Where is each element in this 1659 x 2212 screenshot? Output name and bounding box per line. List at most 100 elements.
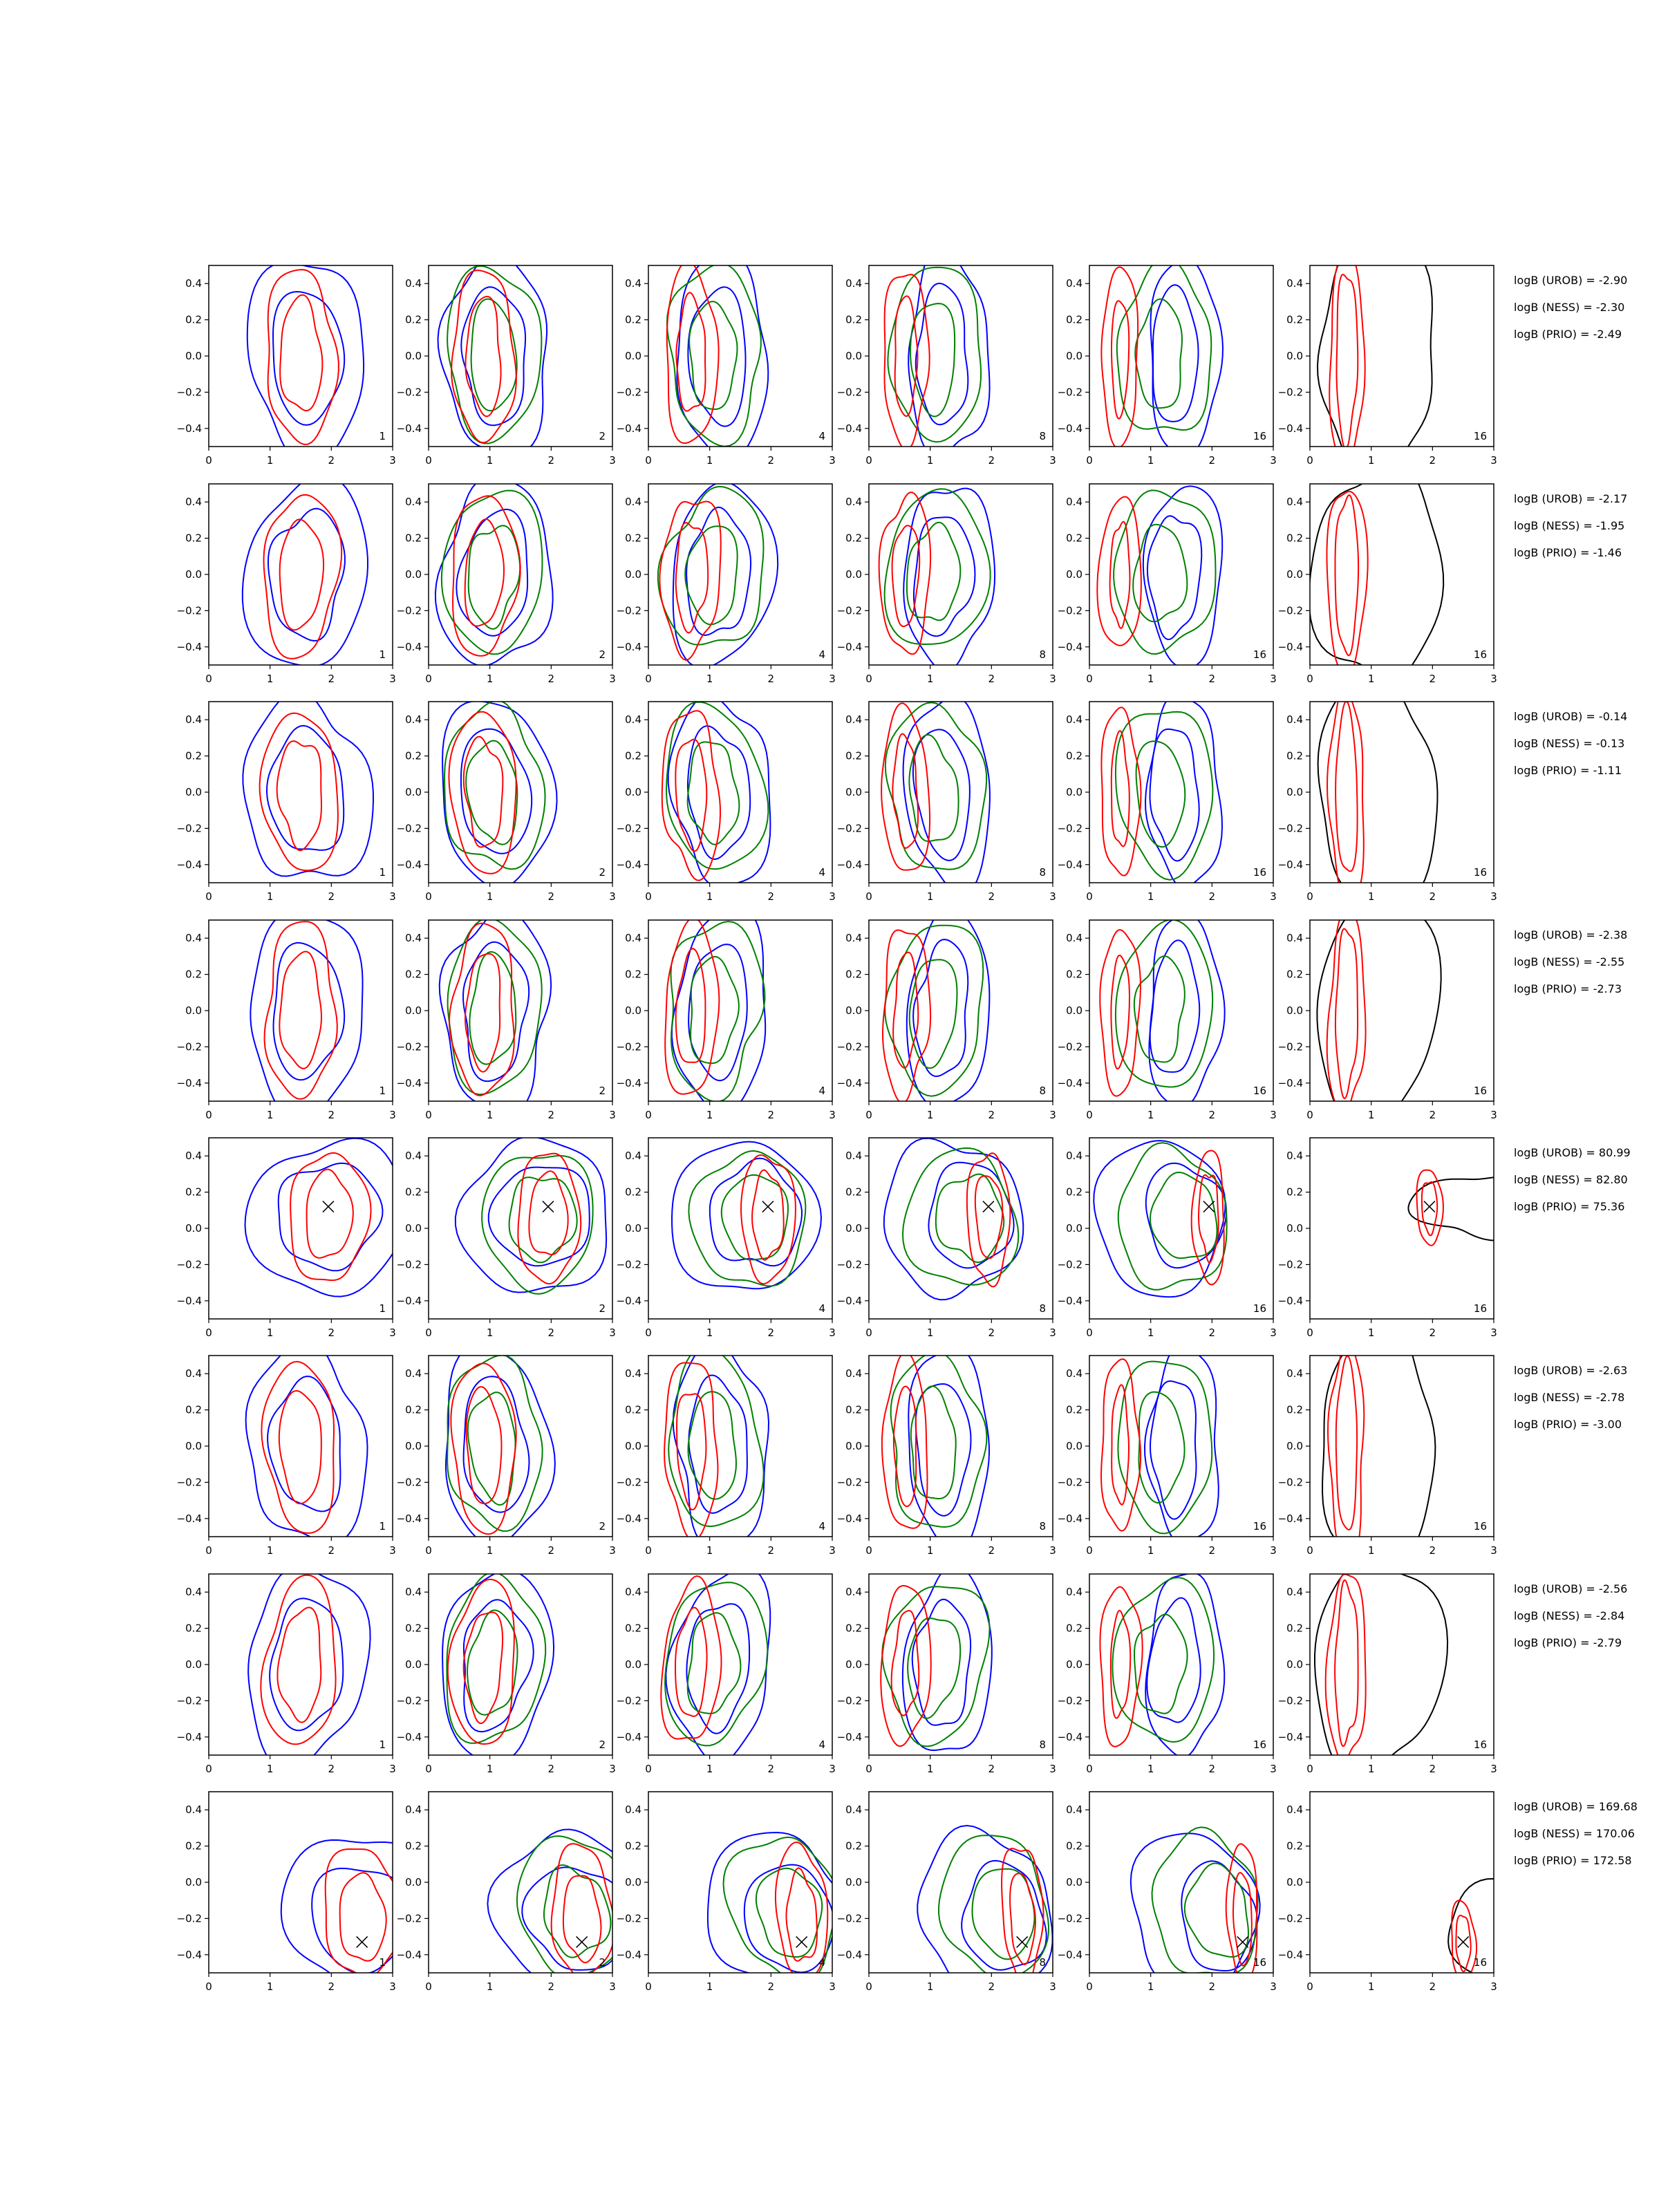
blue-contour-line: [961, 1859, 1047, 1971]
blue-contour-line: [280, 1839, 393, 1973]
y-tick-label: −0.4: [397, 422, 422, 435]
x-tick-label: 1: [267, 890, 274, 903]
red-contour-line: [1335, 1356, 1358, 1531]
x-tick-label: 0: [865, 454, 872, 467]
blue-contour-line: [1148, 920, 1226, 1101]
blue-contour-line: [244, 1138, 393, 1297]
x-tick-label: 0: [1306, 890, 1313, 903]
y-tick-label: −0.2: [1278, 1912, 1303, 1924]
blue-contour-line: [671, 920, 767, 1101]
x-tick-label: 2: [1430, 454, 1436, 467]
y-tick-label: 0.0: [1286, 1222, 1303, 1235]
blue-contour-line: [1146, 1597, 1201, 1723]
red-contour-line: [462, 735, 504, 848]
x-tick-label: 2: [548, 673, 555, 685]
blue-contour-line: [265, 724, 345, 851]
green-contour-line: [465, 740, 518, 845]
y-tick-label: 0.2: [1286, 1840, 1303, 1853]
blue-contour-line: [272, 290, 346, 426]
blue-contour-line: [246, 265, 365, 447]
y-tick-label: 0.4: [1066, 1586, 1082, 1598]
y-tick-label: 0.4: [1286, 1150, 1303, 1162]
blue-contour-line: [1145, 1162, 1228, 1269]
blue-contour-line: [915, 282, 969, 426]
x-tick-label: 0: [425, 673, 432, 685]
panel-label: 8: [1039, 866, 1046, 879]
y-tick-label: 0.4: [625, 1586, 641, 1598]
red-contour-line: [260, 1574, 337, 1745]
blue-contour-line: [460, 728, 533, 854]
green-contour-line: [1135, 740, 1186, 848]
y-tick-label: 0.0: [1066, 786, 1082, 798]
logb-stat: logB (PRIO) = -2.49: [1514, 328, 1622, 341]
subplot-r1-c4: 0 1 2 3 0.4 0.2 0.0 −0.2 −0.4 8: [837, 265, 1056, 467]
y-tick-label: −0.2: [617, 1912, 641, 1924]
y-tick-label: −0.4: [177, 1731, 202, 1743]
x-tick-label: 1: [706, 1109, 713, 1121]
y-tick-label: 0.4: [185, 496, 202, 508]
green-contour-line: [440, 489, 543, 655]
x-tick-label: 0: [1086, 673, 1093, 685]
panel-label: 1: [379, 1956, 386, 1969]
y-tick-label: 0.2: [625, 1840, 641, 1853]
contour-group: [883, 265, 991, 447]
contour-group: [1100, 702, 1224, 883]
x-tick-label: 1: [706, 1763, 713, 1775]
x-tick-label: 1: [267, 1980, 274, 1993]
x-tick-label: 3: [609, 1980, 616, 1993]
panel-label: 1: [379, 1520, 386, 1533]
y-tick-label: 0.0: [1066, 1876, 1082, 1888]
contour-group: [1447, 1877, 1494, 1973]
x-tick-label: 2: [768, 1980, 775, 1993]
green-contour-line: [447, 920, 543, 1096]
blue-contour-line: [743, 1864, 832, 1973]
y-tick-label: 0.4: [405, 1586, 422, 1598]
y-tick-label: −0.4: [1278, 1731, 1303, 1743]
y-tick-label: 0.2: [185, 532, 202, 545]
subplot-r3-c4: 0 1 2 3 0.4 0.2 0.0 −0.2 −0.4 8: [837, 701, 1056, 903]
x-tick-label: 1: [1147, 454, 1154, 467]
blue-contour-line: [883, 1138, 1024, 1301]
contour-group: [247, 1574, 371, 1755]
subplot-r6-c5: 0 1 2 3 0.4 0.2 0.0 −0.2 −0.4 16: [1058, 1355, 1277, 1557]
blue-contour-line: [917, 1824, 1053, 1973]
x-tick-label: 2: [768, 673, 775, 685]
green-contour-line: [1117, 1142, 1228, 1291]
green-contour-line: [481, 1154, 594, 1295]
x-tick-label: 1: [706, 1544, 713, 1557]
y-tick-label: 0.0: [1286, 1658, 1303, 1671]
y-tick-label: 0.0: [845, 1876, 862, 1888]
contour-group: [442, 702, 558, 883]
blue-contour-line: [912, 939, 969, 1078]
green-contour-line: [907, 1617, 962, 1719]
x-tick-label: 0: [645, 1327, 652, 1339]
x-tick-label: 1: [927, 1109, 934, 1121]
y-tick-label: 0.4: [185, 277, 202, 290]
truth-marker: [1423, 1201, 1436, 1213]
subplot-r6-c4: 0 1 2 3 0.4 0.2 0.0 −0.2 −0.4 8: [837, 1355, 1056, 1557]
x-tick-label: 3: [1049, 1327, 1056, 1339]
red-contour-line: [290, 1152, 372, 1282]
green-contour-line: [881, 1586, 991, 1747]
subplot-r8-c4: 0 1 2 3 0.4 0.2 0.0 −0.2 −0.4 8: [837, 1791, 1056, 1993]
x-tick-label: 2: [328, 454, 335, 467]
contour-group: [661, 702, 771, 883]
green-contour-line: [444, 702, 546, 870]
y-tick-label: −0.2: [177, 822, 202, 834]
x-tick-label: 3: [609, 673, 616, 685]
y-tick-label: 0.0: [185, 1658, 202, 1671]
red-contour-line: [259, 712, 339, 872]
black-contour-line: [1317, 702, 1438, 883]
green-contour-line: [884, 702, 988, 870]
y-tick-label: 0.0: [1286, 1004, 1303, 1017]
blue-contour-line: [487, 1166, 590, 1267]
subplot-r4-c4: 0 1 2 3 0.4 0.2 0.0 −0.2 −0.4 8: [837, 919, 1056, 1121]
axes-frame: [868, 701, 1053, 883]
x-tick-label: 2: [328, 1763, 335, 1775]
red-contour-line: [279, 518, 325, 631]
x-tick-label: 3: [829, 1763, 836, 1775]
subplot-r3-c3: 0 1 2 3 0.4 0.2 0.0 −0.2 −0.4 4: [617, 701, 836, 903]
red-contour-line: [659, 500, 722, 661]
y-tick-label: 0.4: [405, 713, 422, 726]
y-tick-label: 0.2: [1286, 1404, 1303, 1416]
